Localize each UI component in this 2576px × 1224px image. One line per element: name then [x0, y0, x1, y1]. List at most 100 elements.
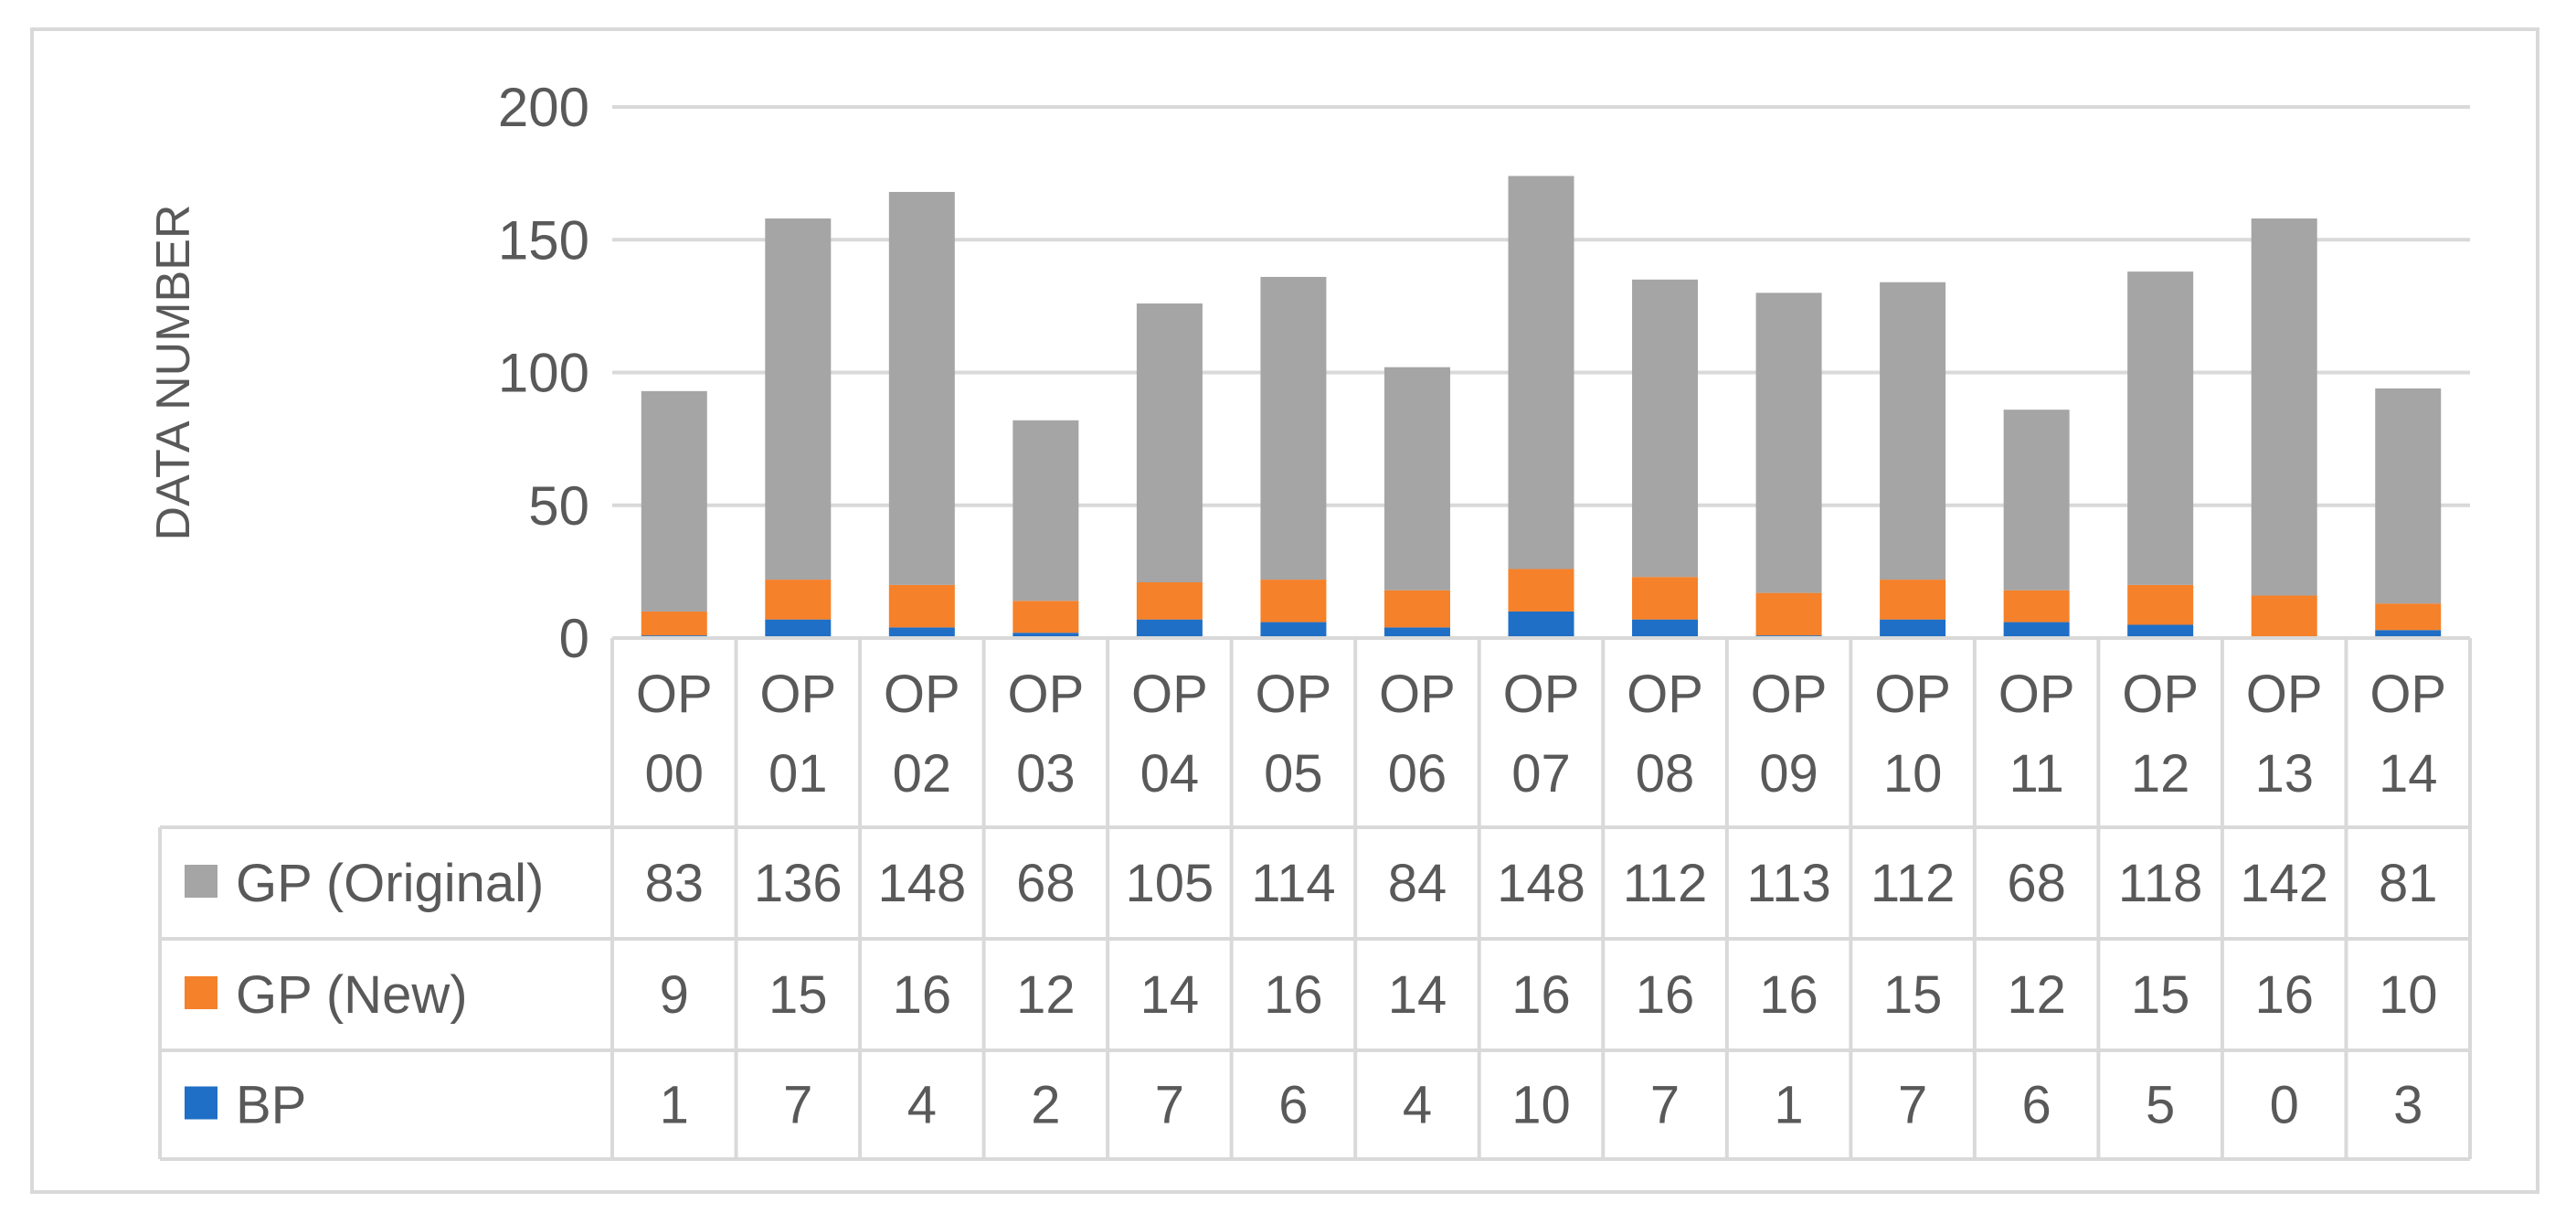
- category-label: OP: [1503, 665, 1580, 724]
- table-cell-value: 113: [1746, 854, 1830, 913]
- table-cell-value: 12: [1016, 965, 1076, 1025]
- category-label: OP: [2122, 665, 2199, 724]
- category-label: 14: [2379, 744, 2438, 804]
- table-cell-value: 142: [2240, 854, 2328, 913]
- category-label: OP: [2246, 665, 2323, 724]
- table-cell-value: 148: [877, 854, 966, 913]
- table-cell-value: 136: [754, 854, 843, 913]
- table-cell-value: 16: [1264, 965, 1323, 1025]
- table-cell-value: 68: [2007, 854, 2066, 913]
- category-label: OP: [759, 665, 836, 724]
- category-label: OP: [1131, 665, 1208, 724]
- table-cell-value: 68: [1016, 854, 1076, 913]
- table-cell-value: 0: [2270, 1076, 2299, 1135]
- category-label: OP: [884, 665, 960, 724]
- category-label: 02: [893, 744, 952, 804]
- bar-segment: [2127, 624, 2194, 638]
- bar-segment: [1260, 276, 1327, 580]
- table-cell-value: 83: [645, 854, 705, 913]
- bar-segment: [1508, 569, 1574, 612]
- table-cell-value: 3: [2393, 1076, 2422, 1135]
- bar-segment: [1012, 420, 1079, 601]
- table-cell-value: 7: [783, 1076, 812, 1135]
- bar-segment: [2127, 271, 2194, 585]
- bar-segment: [1012, 601, 1079, 633]
- bar-segment: [1136, 303, 1203, 582]
- table-cell-value: 4: [907, 1076, 937, 1135]
- category-label: 10: [1883, 744, 1943, 804]
- table-cell-value: 112: [1623, 854, 1707, 913]
- bar-segment: [888, 627, 955, 638]
- table-cell-value: 16: [1636, 965, 1695, 1025]
- table-cell-value: 12: [2007, 965, 2066, 1025]
- table-cell-value: 112: [1871, 854, 1955, 913]
- bar-segment: [765, 218, 832, 580]
- table-cell-value: 9: [660, 965, 689, 1025]
- bar-segment: [2375, 630, 2442, 638]
- bar-segment: [1755, 592, 1822, 636]
- bar-segment: [1880, 619, 1946, 638]
- bar-segment: [2003, 590, 2070, 623]
- bar-segment: [1136, 581, 1203, 620]
- category-label: 05: [1264, 744, 1323, 804]
- category-label: 09: [1759, 744, 1818, 804]
- legend-label: BP: [236, 1076, 306, 1135]
- y-tick-label: 150: [498, 209, 589, 271]
- bar-segment: [2251, 595, 2317, 638]
- category-label: 00: [645, 744, 705, 804]
- bar-segment: [1260, 580, 1327, 623]
- table-cell-value: 14: [1140, 965, 1200, 1025]
- table-cell-value: 7: [1650, 1076, 1680, 1135]
- category-label: OP: [1379, 665, 1456, 724]
- table-cell-value: 16: [893, 965, 952, 1025]
- y-tick-label: 0: [559, 608, 589, 669]
- bar-segment: [2375, 603, 2442, 631]
- category-label: 03: [1016, 744, 1076, 804]
- table-cell-value: 7: [1898, 1076, 1927, 1135]
- category-label: OP: [1007, 665, 1084, 724]
- table-cell-value: 4: [1403, 1076, 1432, 1135]
- bar-segment: [641, 390, 707, 612]
- table-cell-value: 6: [1278, 1076, 1308, 1135]
- bar-segment: [888, 191, 955, 585]
- legend-label: GP (Original): [236, 854, 544, 913]
- table-cell-value: 118: [2118, 854, 2202, 913]
- table-cell-value: 1: [1774, 1076, 1803, 1135]
- category-label: OP: [1998, 665, 2075, 724]
- bar-segment: [1383, 627, 1450, 638]
- category-label: 06: [1388, 744, 1447, 804]
- bar-segment: [1880, 282, 1946, 580]
- category-label: 01: [769, 744, 828, 804]
- table-cell-value: 84: [1388, 854, 1447, 913]
- bar-segment: [2375, 388, 2442, 604]
- bar-segment: [765, 580, 832, 620]
- table-cell-value: 7: [1155, 1076, 1184, 1135]
- y-tick-label: 50: [528, 475, 589, 537]
- table-cell-value: 114: [1251, 854, 1335, 913]
- bar-segment: [1632, 279, 1699, 578]
- bar-segment: [1632, 619, 1699, 638]
- table-cell-value: 15: [769, 965, 828, 1025]
- category-label: 07: [1511, 744, 1571, 804]
- category-label: OP: [1256, 665, 1332, 724]
- bar-segment: [1755, 293, 1822, 593]
- bar-segment: [888, 584, 955, 628]
- category-label: 12: [2131, 744, 2190, 804]
- category-label: OP: [2369, 665, 2446, 724]
- table-cell-value: 2: [1031, 1076, 1060, 1135]
- category-label: OP: [1627, 665, 1703, 724]
- bar-segment: [765, 619, 832, 638]
- table-cell-value: 105: [1126, 854, 1214, 913]
- table-cell-value: 148: [1497, 854, 1585, 913]
- table-cell-value: 10: [2379, 965, 2438, 1025]
- bar-segment: [1508, 176, 1574, 569]
- bar-segment: [2003, 410, 2070, 591]
- category-label: OP: [1874, 665, 1951, 724]
- legend-key: [185, 1086, 217, 1120]
- bar-segment: [1508, 611, 1574, 638]
- bar-segment: [2251, 218, 2317, 596]
- bar-segment: [641, 611, 707, 636]
- table-cell-value: 6: [2022, 1076, 2051, 1135]
- bar-segment: [1012, 633, 1079, 638]
